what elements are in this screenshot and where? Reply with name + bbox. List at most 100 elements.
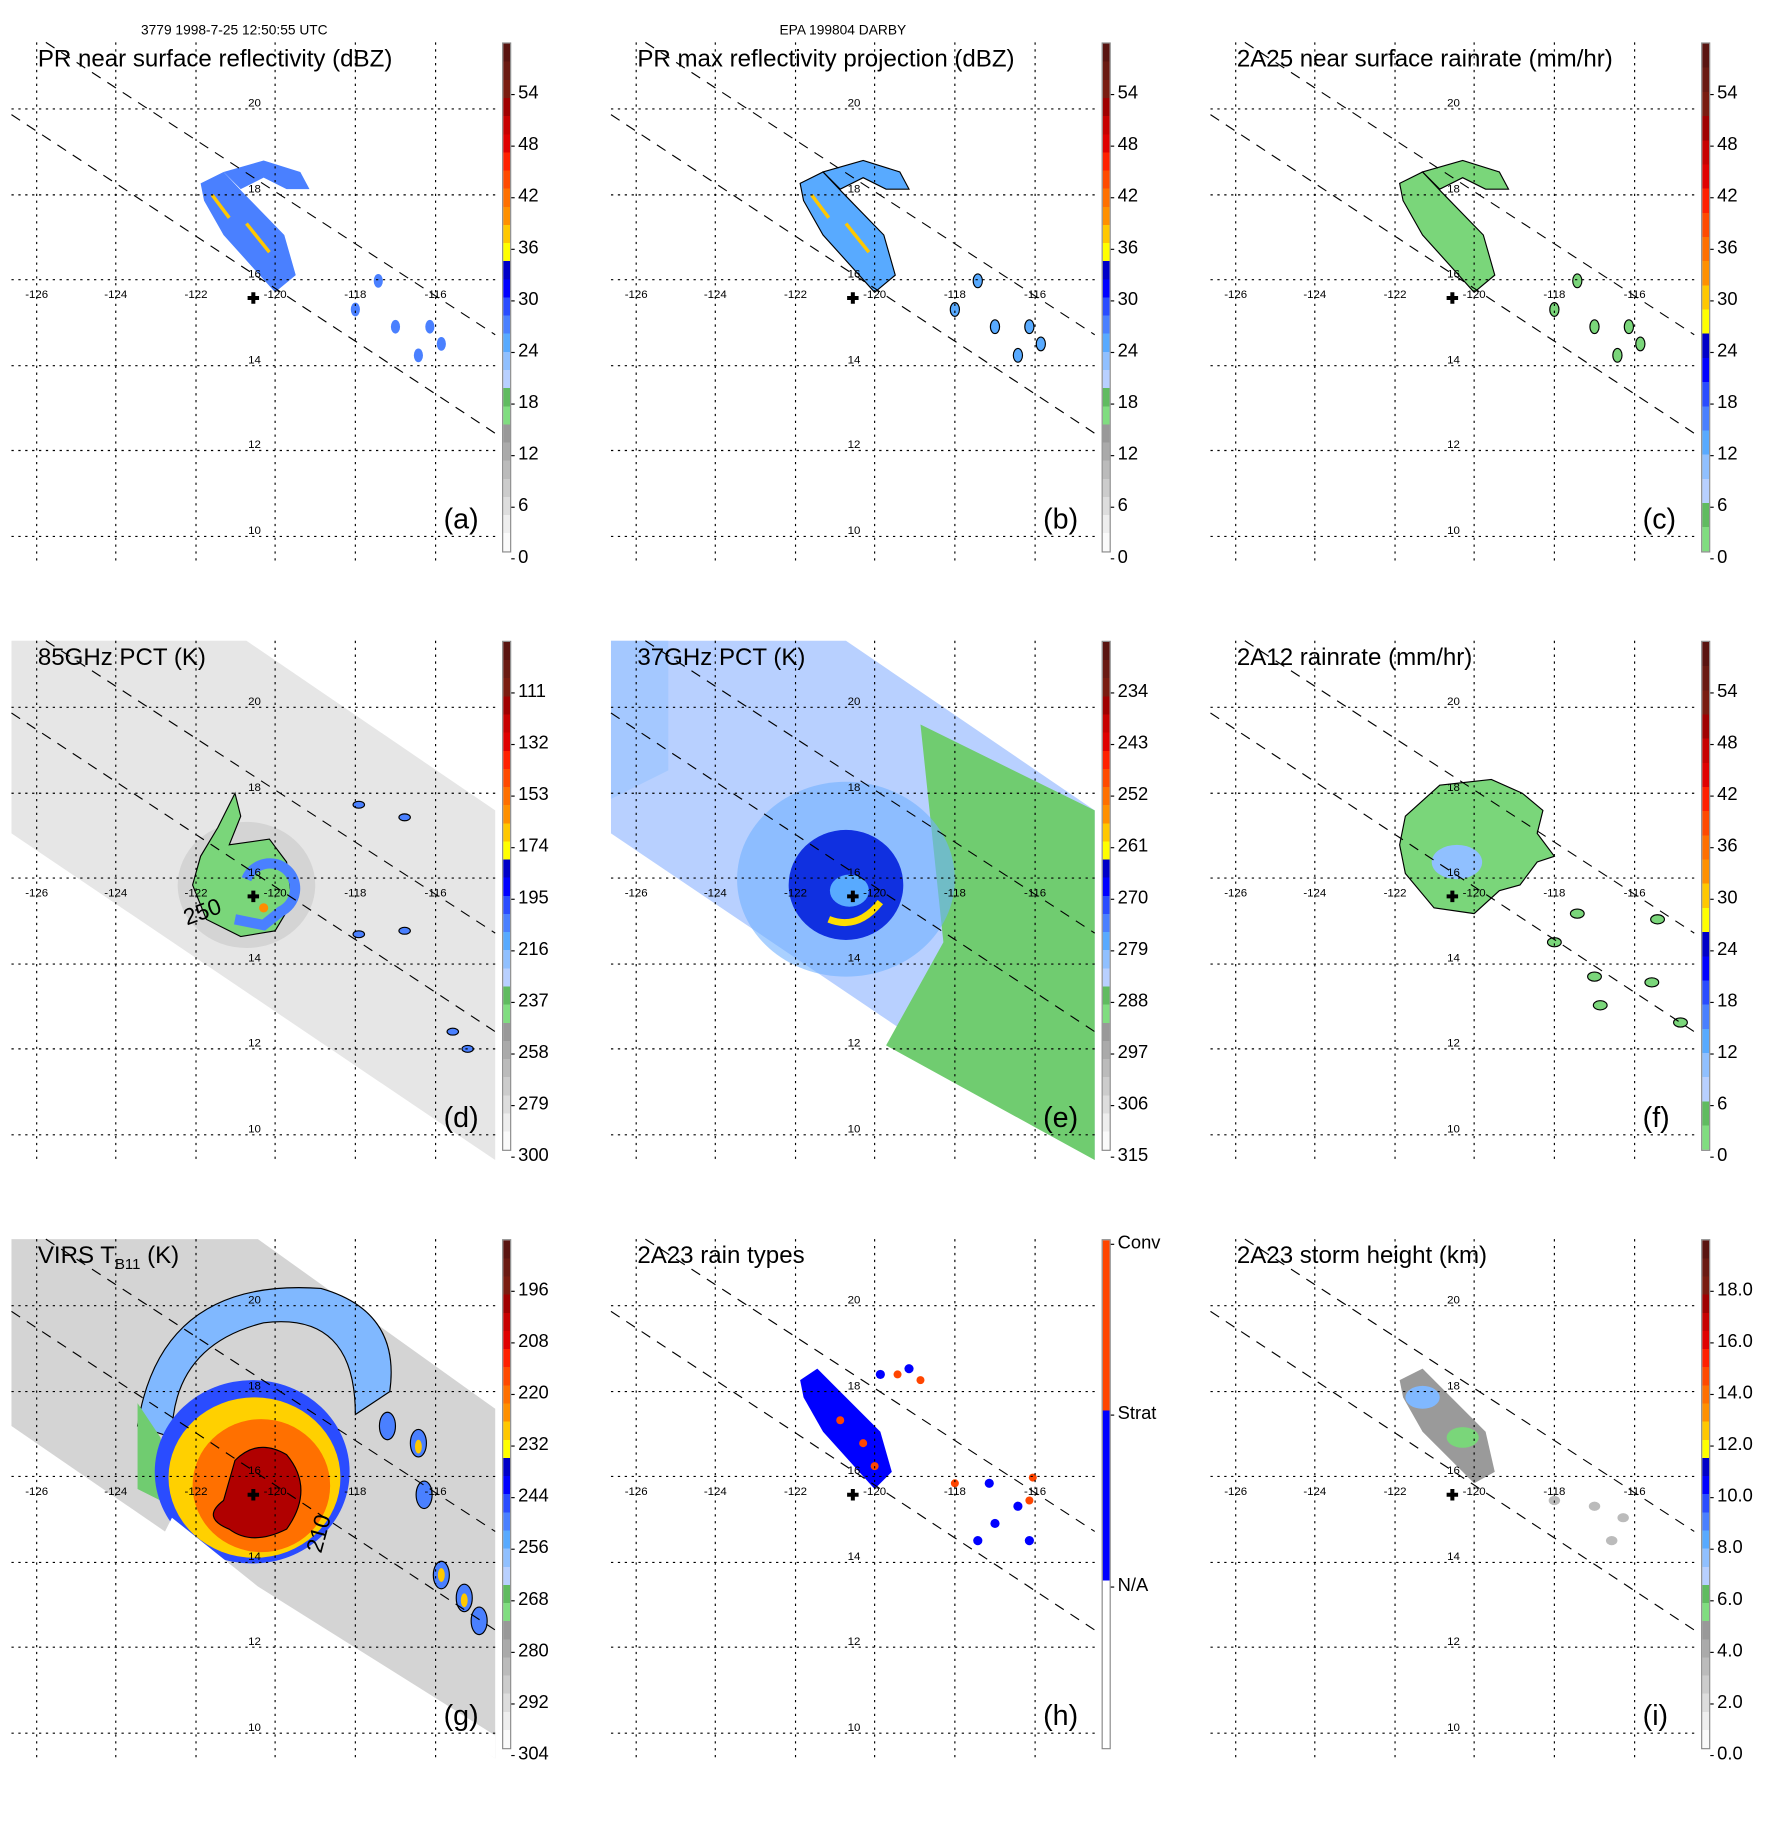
precip-cell bbox=[1589, 319, 1600, 335]
colorbar-tick-label: 243 bbox=[1110, 733, 1149, 754]
colorbar-tick-label: 252 bbox=[1110, 785, 1149, 805]
panel-title: 37GHz PCT (K) bbox=[637, 644, 805, 672]
precip-cell bbox=[1572, 273, 1583, 289]
colorbar-tick-label: 234 bbox=[1110, 682, 1149, 702]
latitude-label: 12 bbox=[847, 1037, 861, 1051]
convective-cell bbox=[378, 1411, 397, 1441]
precip-cell bbox=[1012, 347, 1024, 363]
longitude-label: -124 bbox=[703, 1485, 727, 1499]
precip-cell bbox=[350, 302, 360, 317]
longitude-label: -124 bbox=[1303, 288, 1327, 302]
colorbar-tick-label: 12 bbox=[511, 444, 539, 465]
latitude-label: 14 bbox=[1447, 354, 1460, 367]
swath-edge-lower bbox=[610, 1310, 1096, 1631]
precip-cell bbox=[390, 319, 401, 334]
latitude-label: 10 bbox=[847, 525, 861, 538]
panel-title-text: PR max reflectivity projection (dBZ) bbox=[637, 45, 1015, 73]
colorbar-tick-label: 8.0 bbox=[1710, 1538, 1743, 1558]
colorbar bbox=[1101, 640, 1111, 1151]
longitude-label: -120 bbox=[263, 1485, 287, 1499]
colorbar-tick-label: 297 bbox=[1110, 1043, 1149, 1063]
longitude-label: -116 bbox=[1623, 887, 1646, 900]
latitude-label: 14 bbox=[847, 354, 861, 367]
latitude-label: 10 bbox=[248, 525, 261, 538]
colorbar-tick-label: 16.0 bbox=[1710, 1332, 1753, 1352]
latitude-label: 14 bbox=[1447, 1550, 1460, 1564]
longitude-label: -120 bbox=[263, 288, 287, 302]
precip-cell bbox=[223, 160, 310, 190]
latitude-label: 12 bbox=[248, 439, 261, 452]
longitude-label: -122 bbox=[184, 1485, 208, 1499]
map-plot bbox=[1210, 640, 1695, 1161]
swath-edge-lower bbox=[610, 712, 1096, 1033]
swath-edge-lower bbox=[1210, 114, 1695, 434]
swath-edge-upper bbox=[45, 640, 496, 934]
colorbar-tick-label: 288 bbox=[1110, 991, 1149, 1012]
colorbar bbox=[1101, 1239, 1111, 1750]
latitude-label: 18 bbox=[1447, 781, 1460, 795]
longitude-label: -116 bbox=[1024, 288, 1047, 302]
panel-virs-tb11: -126 -124 -122 -120 -118 -116 20 18 16 14 12 10 210 V… bbox=[11, 1238, 611, 1839]
latitude-label: 14 bbox=[847, 952, 861, 966]
panel-title-text: 85GHz PCT (K) bbox=[37, 644, 206, 671]
colorbar-tick-label: 111 bbox=[511, 682, 547, 702]
latitude-label: 18 bbox=[1447, 183, 1460, 197]
longitude-label: -122 bbox=[784, 1485, 808, 1499]
colorbar-tick-label: 48 bbox=[1110, 135, 1139, 155]
colorbar-tick-label: 54 bbox=[1110, 83, 1139, 104]
latitude-label: 14 bbox=[248, 354, 261, 367]
latitude-label: 14 bbox=[847, 1550, 861, 1564]
latitude-label: 18 bbox=[248, 781, 261, 795]
panel-pr-near-surface-reflectivity: -126 -124 -122 -120 -118 -116 20 18 16 14 12 10 PR n… bbox=[11, 41, 611, 642]
longitude-label: -120 bbox=[1462, 288, 1486, 302]
precip-cell bbox=[800, 1368, 892, 1490]
colorbar-tick-label: 4.0 bbox=[1710, 1641, 1743, 1661]
swath-edge-upper bbox=[645, 640, 1096, 934]
colorbar-tick-label: 54 bbox=[1710, 682, 1738, 702]
latitude-label: 18 bbox=[1447, 1380, 1460, 1393]
precip-cell bbox=[413, 348, 423, 363]
colorbar-tick-label: 6 bbox=[1110, 496, 1128, 516]
colorbar-tick-label: 12 bbox=[1710, 444, 1738, 465]
colorbar-tick-label: 0 bbox=[511, 547, 529, 568]
convective-pixel bbox=[950, 1479, 959, 1488]
colorbar-tick-label: 36 bbox=[1710, 238, 1738, 258]
longitude-label: -118 bbox=[943, 288, 966, 302]
stratiform-pixel bbox=[1024, 1536, 1034, 1546]
latitude-label: 14 bbox=[1447, 952, 1460, 966]
latitude-label: 16 bbox=[1447, 1464, 1460, 1478]
latitude-label: 16 bbox=[847, 866, 861, 880]
latitude-label: 10 bbox=[847, 1721, 861, 1735]
precip-cell bbox=[352, 800, 366, 809]
latitude-label: 10 bbox=[847, 1123, 861, 1136]
precip-cell bbox=[1612, 347, 1623, 363]
precip-cell bbox=[398, 926, 411, 935]
colorbar-tick-label: 42 bbox=[1710, 785, 1738, 805]
longitude-label: -126 bbox=[624, 288, 648, 302]
panel-title-text: 2A25 near surface rainrate (mm/hr) bbox=[1236, 45, 1613, 73]
latitude-label: 10 bbox=[248, 1123, 261, 1136]
colorbar-tick-label: 195 bbox=[511, 888, 549, 908]
latitude-label: 20 bbox=[248, 1294, 261, 1307]
high-reflectivity-core bbox=[810, 193, 871, 254]
panel-2a12-rainrate: -126 -124 -122 -120 -118 -116 20 18 16 14 12 10 2A12… bbox=[1210, 640, 1771, 1241]
latitude-label: 12 bbox=[1447, 439, 1460, 452]
panel-title: 2A25 near surface rainrate (mm/hr) bbox=[1237, 46, 1613, 74]
precip-cell bbox=[1587, 971, 1602, 982]
colorbar-tick-label: 280 bbox=[511, 1641, 549, 1661]
panel-title: VIRS TB11 (K) bbox=[38, 1243, 179, 1273]
longitude-label: -120 bbox=[1462, 887, 1486, 900]
latitude-label: 12 bbox=[248, 1037, 261, 1051]
colorbar-tick-label: 0.0 bbox=[1710, 1744, 1743, 1765]
colorbar-tick-label: 279 bbox=[511, 1094, 549, 1115]
longitude-label: -120 bbox=[263, 887, 287, 900]
longitude-label: -122 bbox=[184, 887, 208, 900]
longitude-label: -118 bbox=[1543, 887, 1566, 900]
precip-cell bbox=[1617, 1513, 1629, 1523]
panel-letter: (d) bbox=[443, 1101, 479, 1134]
colorbar-tick-label: 42 bbox=[511, 186, 539, 207]
latitude-label: 18 bbox=[248, 183, 261, 197]
colorbar-tick-label: 2.0 bbox=[1710, 1693, 1743, 1713]
210K-contour bbox=[212, 1446, 302, 1539]
colorbar-tick-label: 36 bbox=[1110, 238, 1139, 258]
